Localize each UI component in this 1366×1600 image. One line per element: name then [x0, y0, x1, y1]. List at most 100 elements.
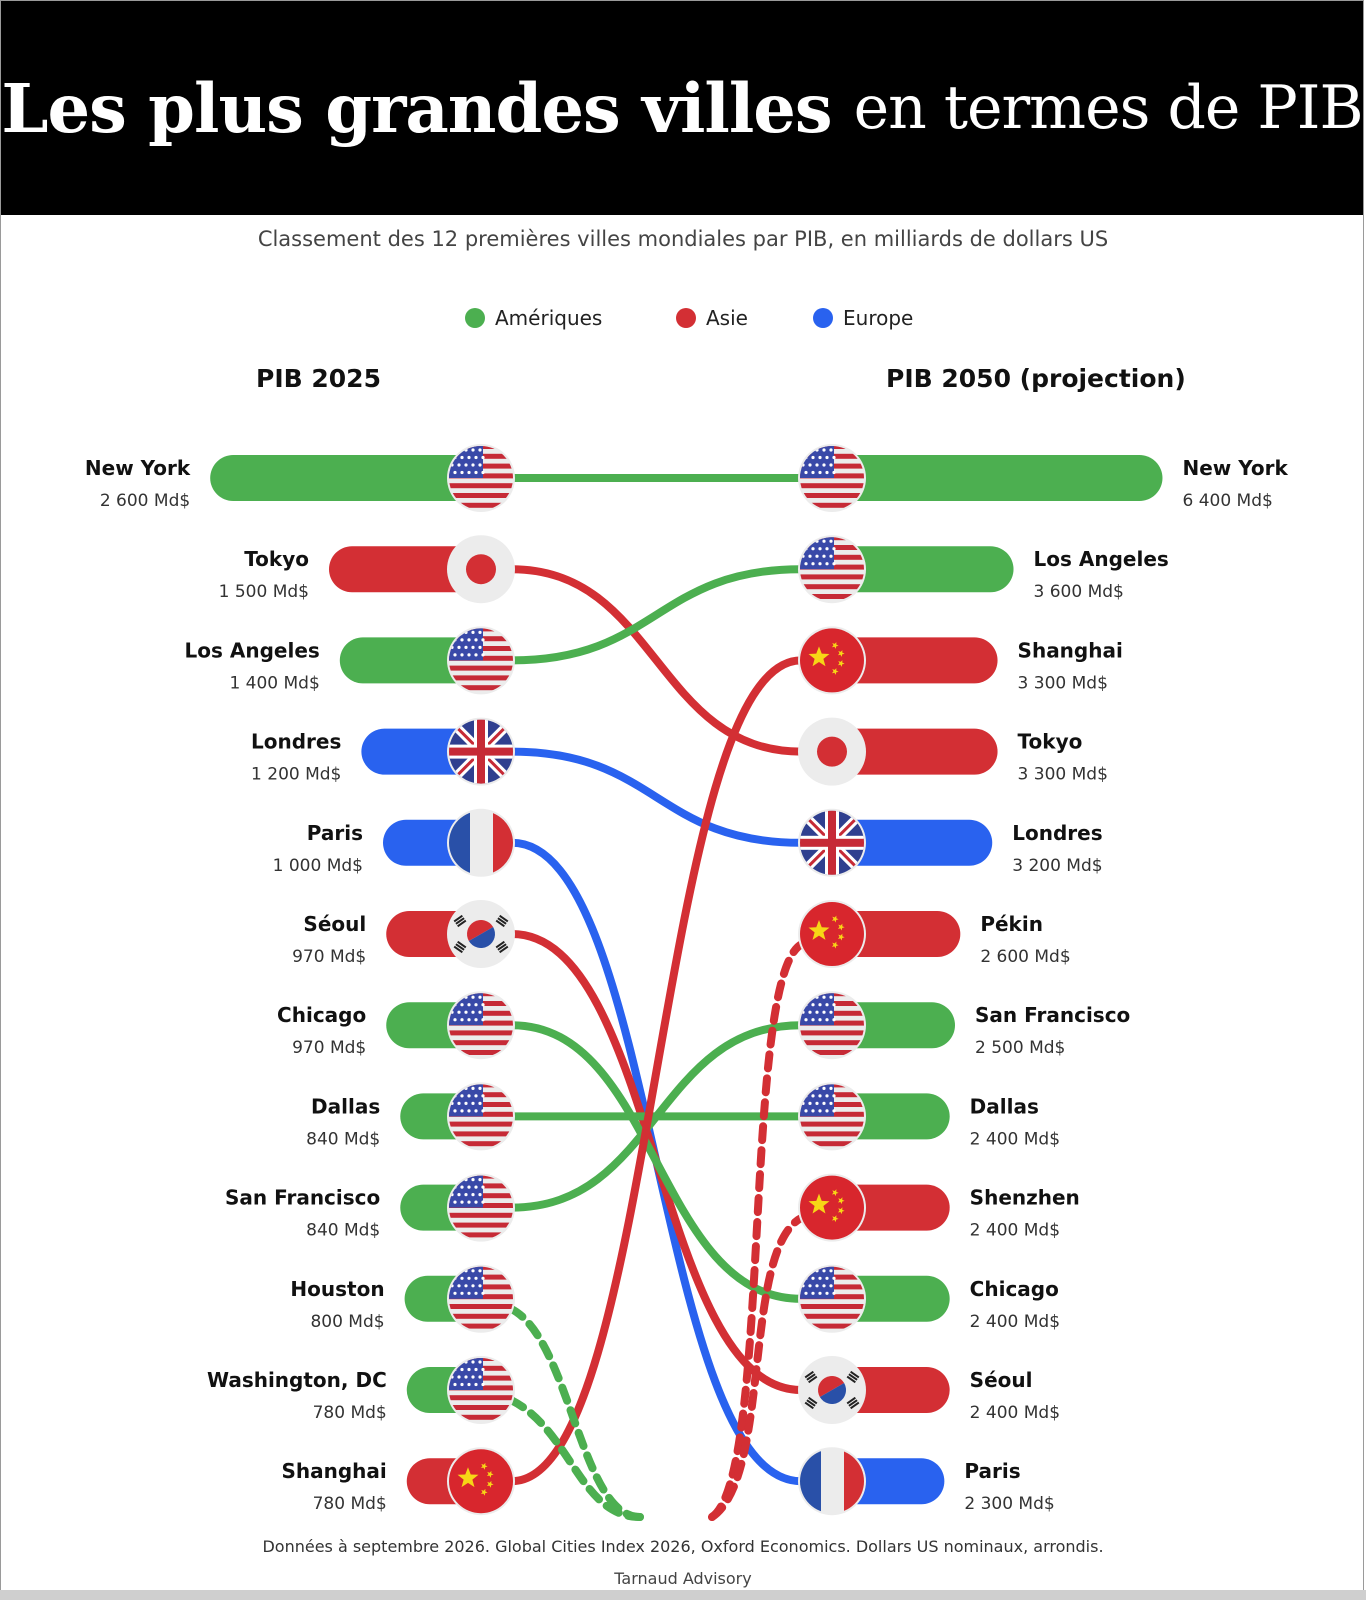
china-flag-icon	[447, 1447, 515, 1516]
value-label-right: 2 400 Md$	[970, 1129, 1060, 1149]
link-dashed	[708, 1213, 806, 1521]
city-label-left: Shanghai	[281, 1459, 386, 1483]
link	[508, 1021, 805, 1212]
value-label-right: 2 400 Md$	[970, 1312, 1060, 1332]
city-label-left: Londres	[251, 730, 341, 754]
us-flag-icon	[798, 991, 866, 1060]
link	[508, 656, 805, 1486]
bar-left	[210, 455, 491, 501]
korea-flag-icon	[798, 1356, 866, 1424]
city-label-right: Los Angeles	[1034, 547, 1169, 571]
france-flag-icon	[798, 1447, 866, 1516]
link-dashed	[708, 940, 806, 1521]
bar-right	[822, 546, 1014, 593]
labels: New York 2 600 Md$ Tokyo 1 500 Md$ Los Angel…	[85, 456, 1289, 1514]
france-flag-icon	[447, 808, 515, 877]
links	[507, 473, 806, 1521]
right-column-heading: PIB 2050 (projection)	[886, 364, 1186, 393]
city-label-left: San Francisco	[225, 1186, 380, 1210]
link	[508, 1021, 805, 1303]
us-flag-icon	[447, 991, 515, 1060]
link	[508, 747, 805, 847]
city-label-right: San Francisco	[975, 1003, 1130, 1027]
value-label-left: 1 000 Md$	[273, 856, 363, 876]
city-label-right: Chicago	[970, 1277, 1059, 1301]
us-flag-icon	[447, 626, 515, 695]
city-label-left: Tokyo	[244, 547, 309, 571]
china-flag-icon	[798, 1173, 866, 1242]
bottom-strip	[0, 1590, 1366, 1600]
value-label-right: 6 400 Md$	[1182, 491, 1272, 511]
city-label-left: Séoul	[303, 912, 366, 936]
city-label-right: New York	[1182, 456, 1288, 480]
link-dashed	[507, 1396, 644, 1521]
legend-item-ameriques: Amériques	[465, 306, 602, 330]
us-flag-icon	[798, 444, 866, 512]
city-label-left: Dallas	[311, 1094, 380, 1118]
city-label-left: Chicago	[277, 1003, 366, 1027]
title-banner: Les plus grandes villes en termes de PIB	[1, 1, 1364, 215]
bars-left	[210, 455, 491, 1505]
legend-label: Europe	[843, 306, 914, 330]
city-label-left: Washington, DC	[207, 1368, 387, 1392]
bar-right	[822, 728, 998, 775]
chart-subtitle: Classement des 12 premières villes mondi…	[257, 227, 1109, 251]
city-label-right: Shanghai	[1018, 638, 1123, 662]
value-label-right: 2 600 Md$	[980, 947, 1070, 967]
city-label-right: Pékin	[980, 912, 1043, 936]
left-column-heading: PIB 2025	[256, 364, 381, 393]
legend-label: Asie	[706, 306, 748, 330]
legend-dot-europe	[813, 308, 833, 328]
uk-flag-icon	[447, 717, 515, 786]
value-label-left: 800 Md$	[310, 1312, 384, 1332]
city-label-right: Paris	[964, 1459, 1020, 1483]
value-label-left: 780 Md$	[313, 1494, 387, 1514]
us-flag-icon	[447, 1264, 515, 1333]
city-label-right: Séoul	[970, 1368, 1033, 1392]
bar-right	[822, 455, 1163, 501]
link	[508, 565, 805, 756]
us-flag-icon	[447, 1173, 515, 1242]
legend-label: Amériques	[495, 306, 603, 330]
china-flag-icon	[798, 626, 866, 695]
value-label-left: 1 400 Md$	[229, 673, 319, 693]
value-label-right: 3 600 Md$	[1034, 582, 1124, 602]
uk-flag-icon	[798, 808, 866, 877]
city-label-right: Tokyo	[1018, 730, 1083, 754]
legend-item-asie: Asie	[676, 306, 748, 330]
value-label-right: 2 500 Md$	[975, 1038, 1065, 1058]
value-label-left: 970 Md$	[292, 1038, 366, 1058]
city-label-right: Dallas	[970, 1094, 1039, 1118]
city-label-left: Paris	[307, 821, 363, 845]
value-label-right: 2 400 Md$	[970, 1221, 1060, 1241]
value-label-left: 1 200 Md$	[251, 765, 341, 785]
value-label-left: 840 Md$	[306, 1129, 380, 1149]
japan-flag-icon	[798, 717, 866, 786]
link-dashed	[507, 1304, 644, 1521]
us-flag-icon	[798, 1264, 866, 1333]
city-label-right: Londres	[1012, 821, 1102, 845]
value-label-left: 780 Md$	[313, 1403, 387, 1423]
value-label-left: 1 500 Md$	[219, 582, 309, 602]
bar-right	[822, 819, 993, 866]
city-label-right: Shenzhen	[970, 1186, 1080, 1210]
title-bold: Les plus grandes villes	[1, 68, 832, 148]
value-label-left: 970 Md$	[292, 947, 366, 967]
footnote: Données à septembre 2026. Global Cities …	[262, 1537, 1104, 1556]
korea-flag-icon	[447, 900, 515, 968]
bar-right	[822, 637, 998, 684]
value-label-right: 3 200 Md$	[1012, 856, 1102, 876]
us-flag-icon	[798, 1082, 866, 1151]
value-label-right: 2 300 Md$	[964, 1494, 1054, 1514]
legend-dot-asie	[676, 308, 696, 328]
value-label-right: 2 400 Md$	[970, 1403, 1060, 1423]
china-flag-icon	[798, 900, 866, 968]
bars-right	[822, 455, 1163, 1505]
brand: Tarnaud Advisory	[614, 1569, 752, 1588]
us-flag-icon	[447, 1356, 515, 1424]
city-label-left: New York	[85, 456, 191, 480]
value-label-left: 840 Md$	[306, 1221, 380, 1241]
flags	[447, 444, 866, 1516]
title-regular: en termes de PIB	[853, 73, 1364, 143]
